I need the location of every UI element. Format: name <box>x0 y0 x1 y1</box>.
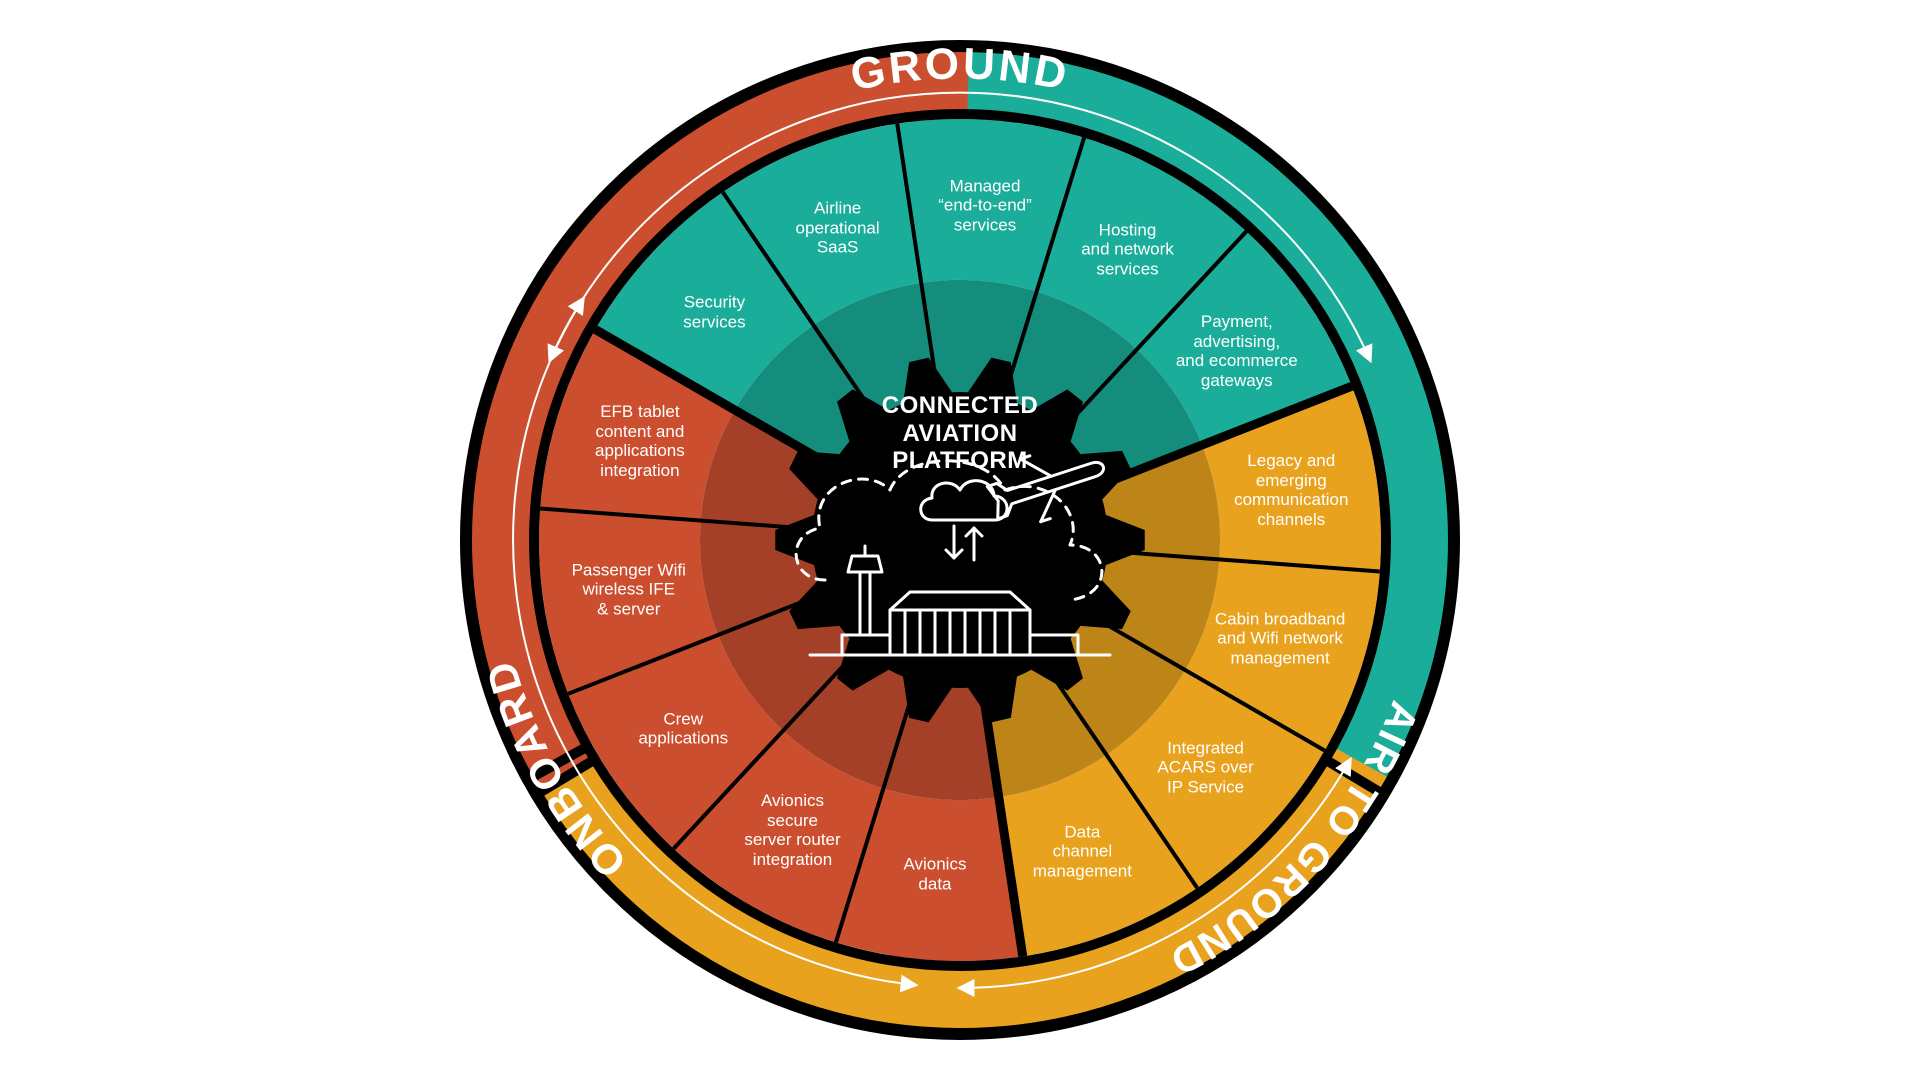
wheel-svg: GROUND AIR TO GROUND ONBOARD <box>460 40 1460 1040</box>
center-title: CONNECTED AVIATION PLATFORM <box>882 392 1039 475</box>
aviation-wheel-diagram: GROUND AIR TO GROUND ONBOARD CONNECTED A… <box>0 0 1920 1080</box>
center-title-l3: PLATFORM <box>892 447 1028 474</box>
center-title-l1: CONNECTED <box>882 392 1039 419</box>
center-title-l2: AVIATION <box>902 420 1017 447</box>
